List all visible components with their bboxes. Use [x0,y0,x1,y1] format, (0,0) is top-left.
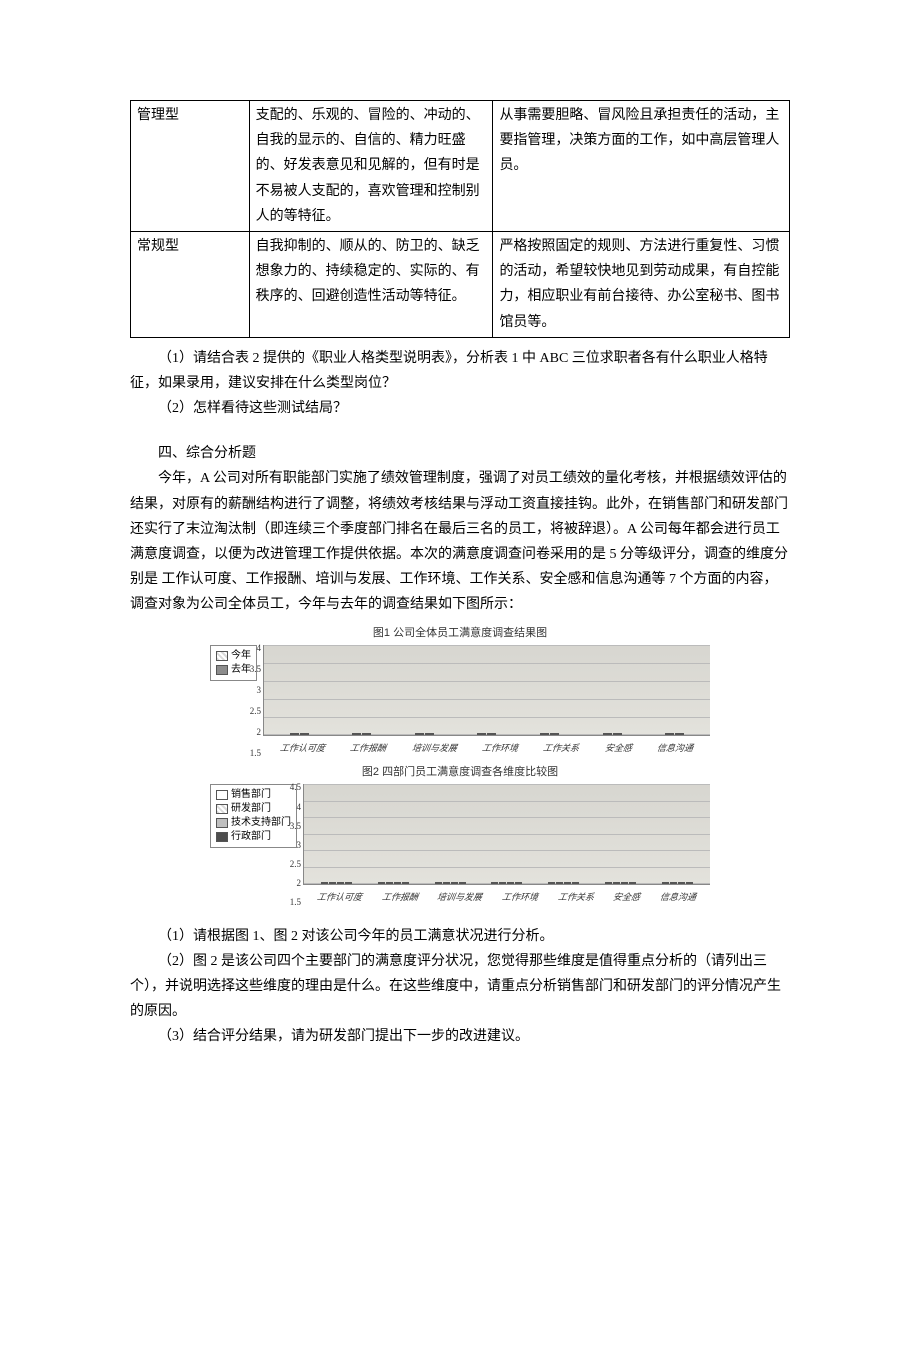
question-4: （2）图 2 是该公司四个主要部门的满意度评分状况，您觉得那些维度是值得重点分析… [130,949,790,1025]
chart-1-xticks: 工作认可度工作报酬培训与发展工作环境工作关系安全感信息沟通 [263,740,710,756]
chart-2: 图2 四部门员工满意度调查各维度比较图 销售部门研发部门技术支持部门行政部门 4… [210,763,710,906]
chart-1-plot [263,645,710,736]
cell-type: 管理型 [131,101,250,232]
cell-traits: 支配的、乐观的、冒险的、冲动的、自我的显示的、自信的、精力旺盛的、好发表意见和见… [249,101,493,232]
question-3: （1）请根据图 1、图 2 对该公司今年的员工满意状况进行分析。 [130,924,790,949]
section-4-title: 四、综合分析题 [130,441,790,466]
chart-1-yticks: 43.532.521.5 [241,640,261,761]
question-5: （3）结合评分结果，请为研发部门提出下一步的改进建议。 [130,1024,790,1049]
personality-type-table: 管理型 支配的、乐观的、冒险的、冲动的、自我的显示的、自信的、精力旺盛的、好发表… [130,100,790,338]
question-1: （1）请结合表 2 提供的《职业人格类型说明表》，分析表 1 中 ABC 三位求… [130,346,790,396]
cell-type: 常规型 [131,231,250,337]
question-2: （2）怎样看待这些测试结局？ [130,396,790,421]
table-row: 常规型 自我抑制的、顺从的、防卫的、缺乏想象力的、持续稳定的、实际的、有秩序的、… [131,231,790,337]
chart-2-xticks: 工作认可度工作报酬培训与发展工作环境工作关系安全感信息沟通 [303,889,710,905]
case-body: 今年，A 公司对所有职能部门实施了绩效管理制度，强调了对员工绩效的量化考核，并根… [130,466,790,617]
chart-2-plot [303,784,710,885]
chart-1: 图1 公司全体员工满意度调查结果图 今年去年 43.532.521.5 工作认可… [210,624,710,757]
cell-traits: 自我抑制的、顺从的、防卫的、缺乏想象力的、持续稳定的、实际的、有秩序的、回避创造… [249,231,493,337]
cell-occ: 严格按照固定的规则、方法进行重复性、习惯的活动，希望较快地见到劳动成果，有自控能… [493,231,790,337]
chart-1-title: 图1 公司全体员工满意度调查结果图 [210,624,710,644]
cell-occ: 从事需要胆略、冒风险且承担责任的活动，主要指管理，决策方面的工作，如中高层管理人… [493,101,790,232]
table-row: 管理型 支配的、乐观的、冒险的、冲动的、自我的显示的、自信的、精力旺盛的、好发表… [131,101,790,232]
chart-2-yticks: 4.543.532.521.5 [281,779,301,910]
